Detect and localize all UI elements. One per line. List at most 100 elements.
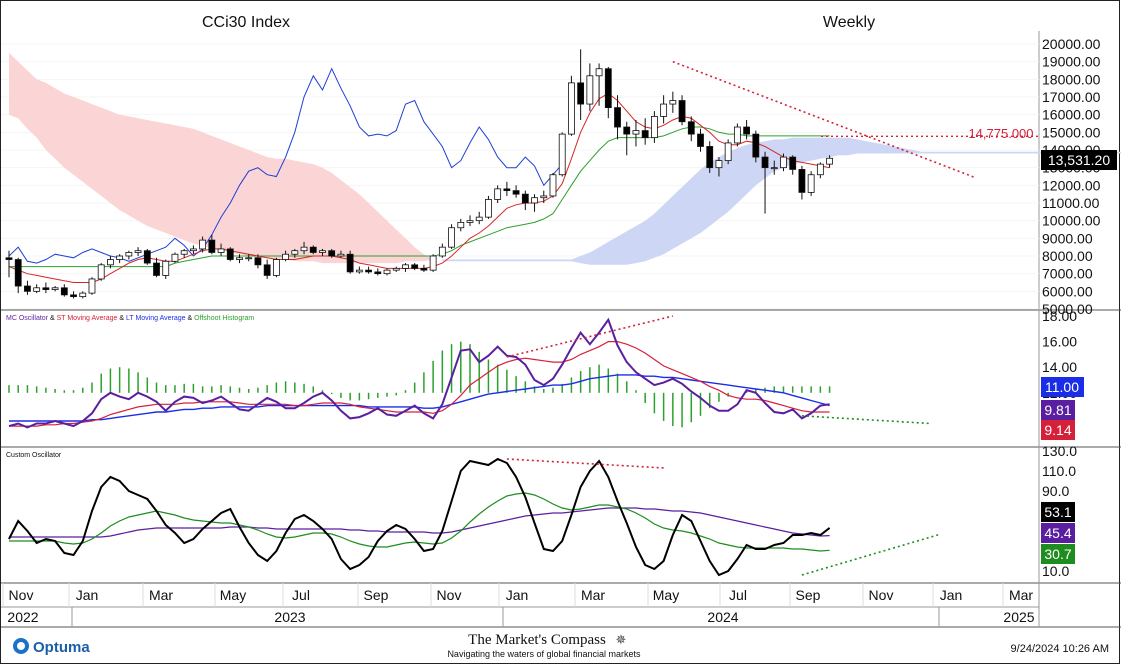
candle (789, 155, 797, 175)
candle (180, 248, 188, 258)
candle (521, 190, 529, 211)
candle-body (558, 133, 566, 176)
year-label: 2023 (274, 609, 305, 625)
mc-bearish-divergence-line (506, 315, 674, 358)
price-tick-label: 9000.00 (1042, 230, 1093, 246)
price-trendline (672, 60, 977, 179)
candle-body (540, 195, 548, 199)
candle-body (697, 133, 704, 147)
bearish-cloud (9, 52, 434, 264)
candle-body (217, 248, 225, 253)
candle (651, 111, 658, 143)
candle-body (134, 250, 142, 253)
mc-tick-label: 16.00 (1042, 334, 1077, 350)
slow-average-line (9, 507, 830, 538)
candle-body (586, 75, 594, 105)
candle (365, 266, 372, 274)
candle (107, 256, 114, 269)
candle-body (392, 267, 400, 271)
mc-title-sep1: & (48, 315, 57, 322)
candle-body (282, 253, 290, 260)
candle-body (475, 216, 483, 222)
mc-value: 9.81 (1044, 402, 1071, 418)
candle (309, 245, 317, 255)
candle-body (438, 246, 446, 257)
candle-body (494, 188, 502, 200)
footer-title: The Market's Compass (468, 632, 606, 648)
candle-body (97, 264, 105, 280)
candle (475, 211, 483, 225)
chart-title: CCi30 Index (202, 14, 290, 31)
candle (346, 250, 354, 274)
candle (245, 254, 253, 262)
month-label: Jan (940, 587, 963, 603)
price-tick-label: 19000.00 (1042, 54, 1101, 70)
candle-body (5, 257, 13, 260)
mc-tick-label: 14.00 (1042, 359, 1077, 375)
candle (300, 241, 308, 255)
candle (171, 252, 179, 264)
candle-body (107, 259, 114, 266)
custom-bullish-divergence-line (801, 533, 942, 576)
candle (816, 162, 824, 179)
candle-body (300, 246, 308, 252)
price-tick-label: 10000.00 (1042, 213, 1101, 229)
footer-datetime: 9/24/2024 10:26 AM (1011, 643, 1109, 655)
candle-body (309, 246, 317, 253)
candle-body (254, 257, 262, 266)
candle (660, 95, 668, 124)
mc-title-sep3: & (186, 315, 195, 322)
candle-body (531, 197, 538, 204)
green-value-tag: 30.7 (1041, 544, 1075, 564)
mc-title-st: ST Moving Average (57, 315, 118, 322)
candle-body (189, 248, 197, 252)
mc-oscillator-line (8, 317, 830, 429)
lt-moving-average-line (9, 374, 830, 422)
candle (254, 254, 262, 269)
mc-title-lt: LT Moving Average (126, 315, 186, 322)
candle (770, 160, 778, 175)
candle-body (595, 68, 603, 77)
candle (282, 250, 290, 262)
candle-body (457, 222, 465, 229)
year-label: 2025 (1003, 609, 1034, 625)
candle-body (770, 167, 778, 170)
candle (623, 121, 631, 156)
price-tick-label: 12000.00 (1042, 177, 1101, 193)
lt-value-tag: 11.00 (1041, 377, 1084, 397)
mc-tick-label: 18.00 (1042, 308, 1077, 324)
month-label: Mar (149, 587, 173, 603)
candle-body (79, 292, 87, 298)
custom-panel-title: Custom Oscillator (6, 452, 62, 459)
candle (374, 268, 382, 276)
candle-body (724, 142, 732, 162)
candle (263, 259, 271, 279)
candle-body (236, 257, 243, 260)
price-tick-label: 8000.00 (1042, 248, 1093, 264)
candle-body (263, 264, 271, 276)
price-tick-label: 15000.00 (1042, 124, 1101, 140)
candle-body (678, 100, 686, 123)
candle (715, 157, 723, 177)
candle-body (687, 121, 695, 135)
candle (355, 266, 363, 274)
candle (669, 91, 677, 113)
custom-annotations (506, 458, 942, 576)
candle-body (355, 269, 363, 273)
candle-body (226, 248, 234, 260)
candle-body (143, 250, 151, 264)
candle-body (614, 107, 621, 128)
candle (697, 128, 704, 152)
candle (512, 185, 520, 198)
candle-body (660, 103, 668, 117)
last-price-tag: 13,531.20 (1041, 150, 1117, 170)
candle (291, 248, 299, 258)
candle (153, 257, 160, 278)
candle (328, 248, 336, 258)
purple-value-tag: 45.4 (1041, 523, 1075, 543)
candle-body (780, 156, 787, 169)
mc-annotations (506, 315, 932, 425)
month-label: Jul (729, 587, 747, 603)
candle (438, 243, 446, 258)
candle (88, 277, 96, 295)
